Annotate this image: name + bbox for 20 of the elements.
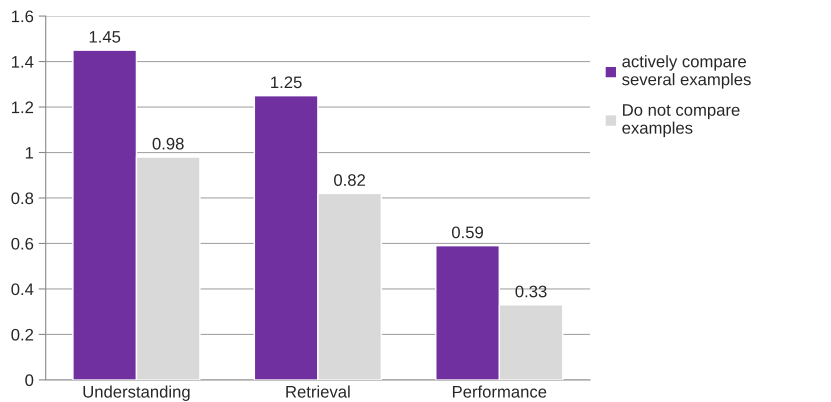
y-tick-label: 1.2 (12, 101, 34, 114)
data-label: 0.33 (515, 286, 547, 298)
data-label: 1.25 (271, 76, 302, 88)
x-tick-label: Performance (452, 385, 546, 398)
y-tick-label: 0.8 (11, 192, 34, 204)
y-tick-label: 0.4 (11, 283, 34, 296)
x-tick-label: Understanding (84, 385, 190, 401)
y-tick-label: 1 (26, 147, 34, 159)
y-tick-label: 1.4 (12, 56, 34, 68)
legend-label: actively compare several examples (622, 55, 751, 89)
y-tick-label: 0.2 (11, 328, 34, 341)
legend-label: Do not compare examples (622, 104, 740, 138)
data-label: 1.45 (90, 31, 120, 43)
data-label: 0.59 (452, 226, 483, 238)
data-label: 0.98 (152, 138, 184, 150)
y-tick-label: 0 (25, 374, 34, 386)
y-tick-label: 1.6 (12, 10, 34, 22)
y-tick-label: 0.6 (11, 238, 34, 250)
x-tick-label: Retrieval (286, 385, 350, 398)
data-label: 0.82 (334, 174, 365, 186)
